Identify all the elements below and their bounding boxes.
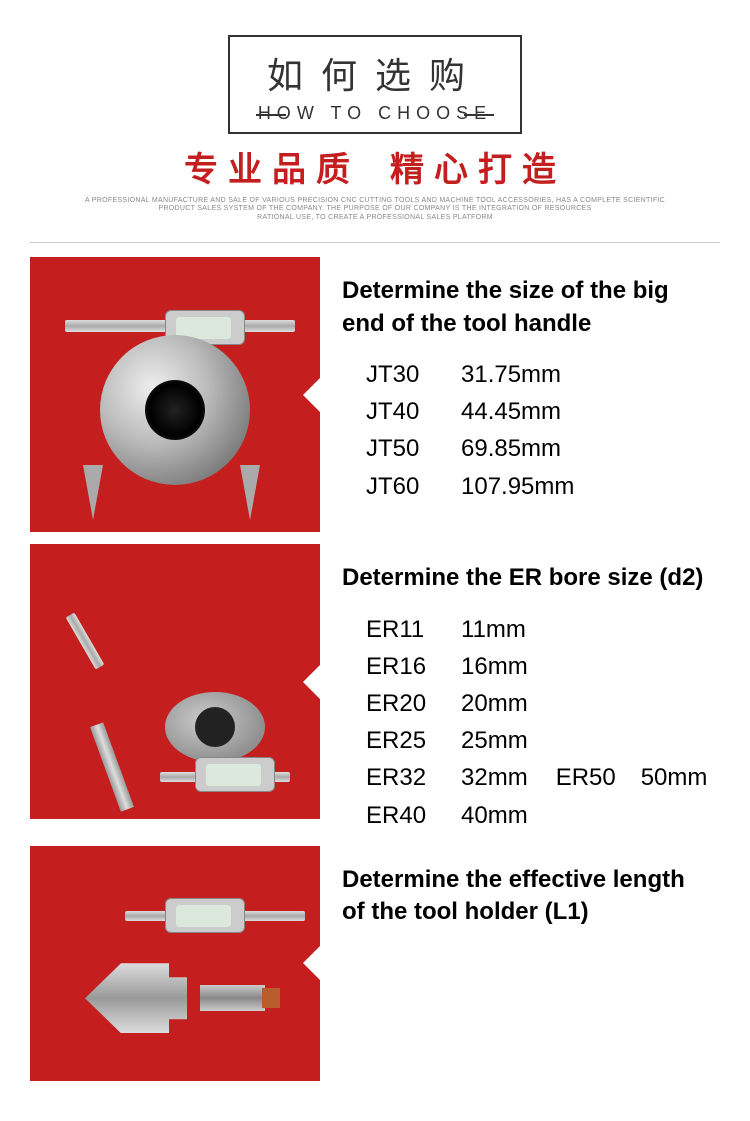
fineprint-line: RATIONAL USE, TO CREATE A PROFESSIONAL S… bbox=[0, 214, 750, 222]
spec-row: JT4044.45mm bbox=[342, 393, 712, 430]
divider bbox=[30, 242, 720, 243]
section-length: Determine the effective length of the to… bbox=[0, 846, 750, 1081]
spec-code: ER25 bbox=[366, 722, 461, 759]
product-image-box bbox=[30, 544, 320, 819]
spec-row: JT60107.95mm bbox=[342, 468, 712, 505]
spec-row: ER1616mm bbox=[342, 648, 712, 685]
spec-row: ER1111mm bbox=[342, 611, 712, 648]
spec-code: JT40 bbox=[366, 393, 461, 430]
spec-value: 44.45mm bbox=[461, 393, 561, 430]
subtitle: 专业品质精心打造 bbox=[0, 142, 750, 191]
section-er-bore: Determine the ER bore size (d2) ER1111mm… bbox=[0, 544, 750, 834]
spec-value: 32mm bbox=[461, 759, 528, 796]
arrow-icon bbox=[303, 377, 321, 413]
spec-value: 16mm bbox=[461, 648, 528, 685]
spec-value: 40mm bbox=[461, 797, 528, 834]
title-box: 如何选购 HOW TO CHOOSE bbox=[228, 35, 522, 134]
header-fineprint: A PROFESSIONAL MANUFACTURE AND SALE OF V… bbox=[0, 197, 750, 222]
spec-code: ER40 bbox=[366, 797, 461, 834]
spec-row: ER4040mm bbox=[342, 797, 712, 834]
spec-row: ER2525mm bbox=[342, 722, 712, 759]
caliper-tool-icon bbox=[75, 315, 275, 475]
arrow-icon bbox=[303, 664, 321, 700]
spec-code: ER20 bbox=[366, 685, 461, 722]
spec-code: ER11 bbox=[366, 611, 461, 648]
spec-value: 50mm bbox=[641, 759, 708, 796]
caliper-holder-icon bbox=[75, 893, 275, 1033]
subtitle-left: 专业品质 bbox=[184, 151, 360, 189]
spec-code: ER50 bbox=[556, 759, 641, 796]
spec-row: ER2020mm bbox=[342, 685, 712, 722]
section-title: Determine the size of the big end of the… bbox=[342, 275, 712, 340]
spec-value: 11mm bbox=[461, 611, 526, 648]
section-title: Determine the effective length of the to… bbox=[342, 864, 712, 929]
fineprint-line: PRODUCT SALES SYSTEM OF THE COMPANY. THE… bbox=[0, 205, 750, 213]
spec-row: JT3031.75mm bbox=[342, 356, 712, 393]
title-english: HOW TO CHOOSE bbox=[258, 103, 492, 124]
section-content: Determine the ER bore size (d2) ER1111mm… bbox=[320, 544, 720, 834]
section-big-end: Determine the size of the big end of the… bbox=[0, 257, 750, 532]
title-chinese: 如何选购 bbox=[258, 47, 492, 99]
spec-value: 25mm bbox=[461, 722, 528, 759]
fineprint-line: A PROFESSIONAL MANUFACTURE AND SALE OF V… bbox=[0, 197, 750, 205]
product-image-box bbox=[30, 846, 320, 1081]
section-content: Determine the size of the big end of the… bbox=[320, 257, 720, 532]
spec-value: 69.85mm bbox=[461, 430, 561, 467]
spec-code: JT30 bbox=[366, 356, 461, 393]
header: 如何选购 HOW TO CHOOSE 专业品质精心打造 A PROFESSION… bbox=[0, 0, 750, 242]
caliper-bore-icon bbox=[75, 602, 275, 762]
section-content: Determine the effective length of the to… bbox=[320, 846, 720, 1081]
product-image-box bbox=[30, 257, 320, 532]
spec-code: ER32 bbox=[366, 759, 461, 796]
spec-row: ER3232mm ER5050mm bbox=[342, 759, 712, 796]
spec-code: ER16 bbox=[366, 648, 461, 685]
spec-value: 20mm bbox=[461, 685, 528, 722]
section-title: Determine the ER bore size (d2) bbox=[342, 562, 712, 594]
spec-code: JT50 bbox=[366, 430, 461, 467]
spec-code: JT60 bbox=[366, 468, 461, 505]
arrow-icon bbox=[303, 945, 321, 981]
spec-value: 31.75mm bbox=[461, 356, 561, 393]
spec-row: JT5069.85mm bbox=[342, 430, 712, 467]
subtitle-right: 精心打造 bbox=[390, 151, 566, 189]
spec-value: 107.95mm bbox=[461, 468, 574, 505]
